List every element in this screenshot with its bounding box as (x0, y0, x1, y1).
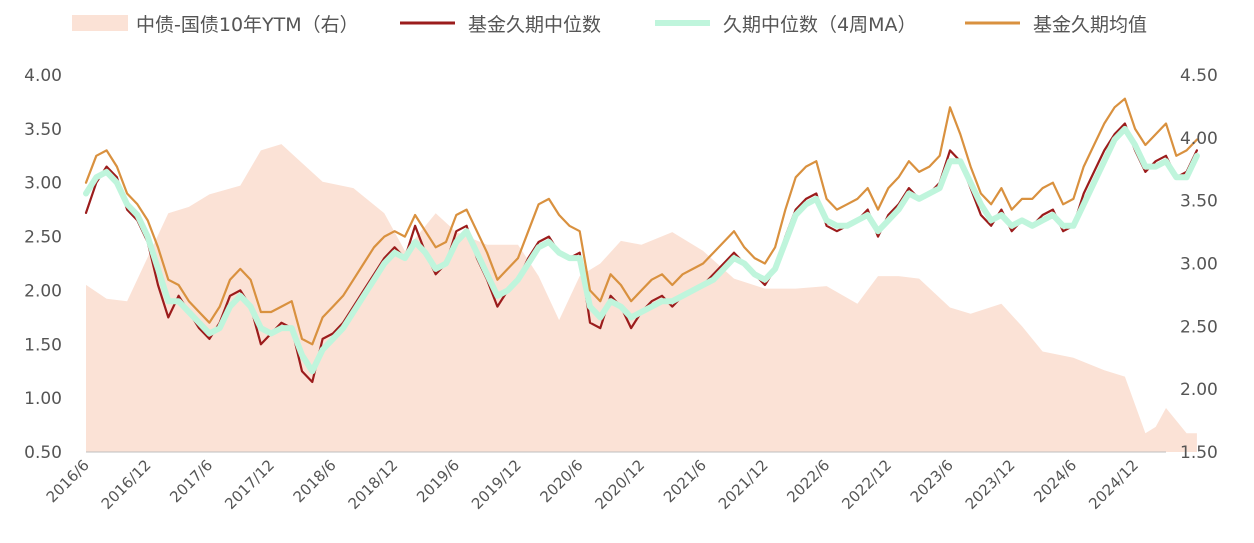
x-tick-label: 2020/6 (536, 456, 586, 506)
y-left-tick-label: 3.00 (24, 174, 62, 194)
fund-duration-mean-line (84, 97, 1198, 346)
y-axis-right: 1.50 2.00 2.50 3.00 3.50 4.00 4.50 (1180, 66, 1218, 463)
y-right-tick-label: 2.00 (1180, 380, 1218, 400)
x-tick-label: 2024/12 (1085, 456, 1142, 513)
y-right-tick-label: 1.50 (1180, 443, 1218, 463)
y-left-tick-label: 4.00 (24, 66, 62, 86)
duration-median-4w-ma-line (83, 125, 1200, 375)
y-right-tick-label: 4.50 (1180, 66, 1218, 86)
legend: 中债-国债10年YTM（右） 基金久期中位数 久期中位数（4周MA） 基金久期均… (72, 14, 1147, 36)
y-right-tick-label: 3.50 (1180, 192, 1218, 212)
x-tick-label: 2019/6 (413, 456, 463, 506)
ytm-area (86, 144, 1197, 452)
x-tick-label: 2024/6 (1030, 456, 1080, 506)
y-right-tick-label: 3.00 (1180, 255, 1218, 275)
legend-swatch-ytm (72, 15, 128, 31)
x-tick-label: 2021/12 (715, 456, 772, 513)
x-tick-label: 2023/12 (962, 456, 1019, 513)
legend-label-mean: 基金久期均值 (1033, 14, 1147, 36)
y-left-tick-label: 1.00 (24, 389, 62, 409)
x-tick-label: 2022/12 (838, 456, 895, 513)
x-tick-label: 2017/6 (166, 456, 216, 506)
x-tick-label: 2019/12 (468, 456, 525, 513)
x-tick-label: 2018/6 (290, 456, 340, 506)
x-tick-label: 2022/6 (783, 456, 833, 506)
legend-label-median: 基金久期中位数 (468, 14, 601, 36)
x-tick-label: 2021/6 (660, 456, 710, 506)
x-tick-label: 2017/12 (221, 456, 278, 513)
y-axis-left: 0.50 1.00 1.50 2.00 2.50 3.00 3.50 4.00 (24, 66, 62, 463)
x-axis: 2016/6 2016/12 2017/6 2017/12 2018/6 2018/12 2… (43, 451, 1166, 513)
legend-label-ma: 久期中位数（4周MA） (723, 14, 916, 36)
y-left-tick-label: 2.50 (24, 228, 62, 248)
y-right-tick-label: 4.00 (1180, 129, 1218, 149)
x-tick-label: 2023/6 (907, 456, 957, 506)
y-left-tick-label: 0.50 (24, 443, 62, 463)
y-left-tick-label: 3.50 (24, 120, 62, 140)
y-left-tick-label: 2.00 (24, 281, 62, 301)
plot-area (83, 97, 1200, 452)
x-tick-label: 2018/12 (345, 456, 402, 513)
y-right-tick-label: 2.50 (1180, 317, 1218, 337)
x-tick-label: 2016/6 (43, 456, 93, 506)
legend-label-ytm: 中债-国债10年YTM（右） (136, 14, 359, 36)
y-left-tick-label: 1.50 (24, 335, 62, 355)
x-tick-label: 2016/12 (98, 456, 155, 513)
x-tick-label: 2020/12 (591, 456, 648, 513)
